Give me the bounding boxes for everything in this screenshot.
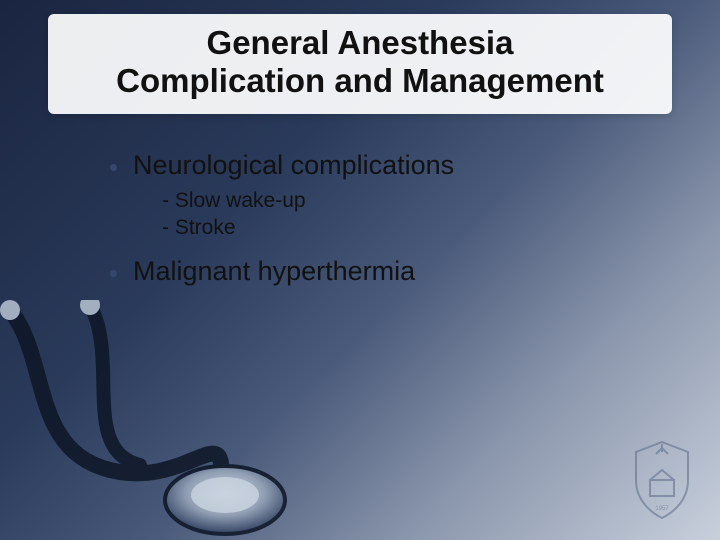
bullet-text: Neurological complications: [133, 150, 454, 181]
title-line-2: Complication and Management: [116, 62, 604, 99]
bullet-dot-icon: [110, 164, 117, 171]
bullet-item: Malignant hyperthermia: [110, 256, 660, 287]
bullet-text: Malignant hyperthermia: [133, 256, 415, 287]
slide: General Anesthesia Complication and Mana…: [0, 0, 720, 540]
content-area: Neurological complications - Slow wake-u…: [110, 150, 660, 293]
sub-bullet-group: - Slow wake-up - Stroke: [162, 187, 660, 242]
bullet-dot-icon: [110, 270, 117, 277]
bullet-item: Neurological complications: [110, 150, 660, 181]
university-logo-icon: 1957: [630, 440, 694, 520]
sub-bullet-item: - Slow wake-up: [162, 187, 660, 214]
stethoscope-icon: [0, 300, 350, 540]
svg-text:1957: 1957: [655, 506, 669, 512]
title-line-1: General Anesthesia: [207, 24, 514, 61]
title-box: General Anesthesia Complication and Mana…: [48, 14, 672, 114]
slide-title: General Anesthesia Complication and Mana…: [72, 24, 648, 100]
sub-bullet-item: - Stroke: [162, 214, 660, 241]
